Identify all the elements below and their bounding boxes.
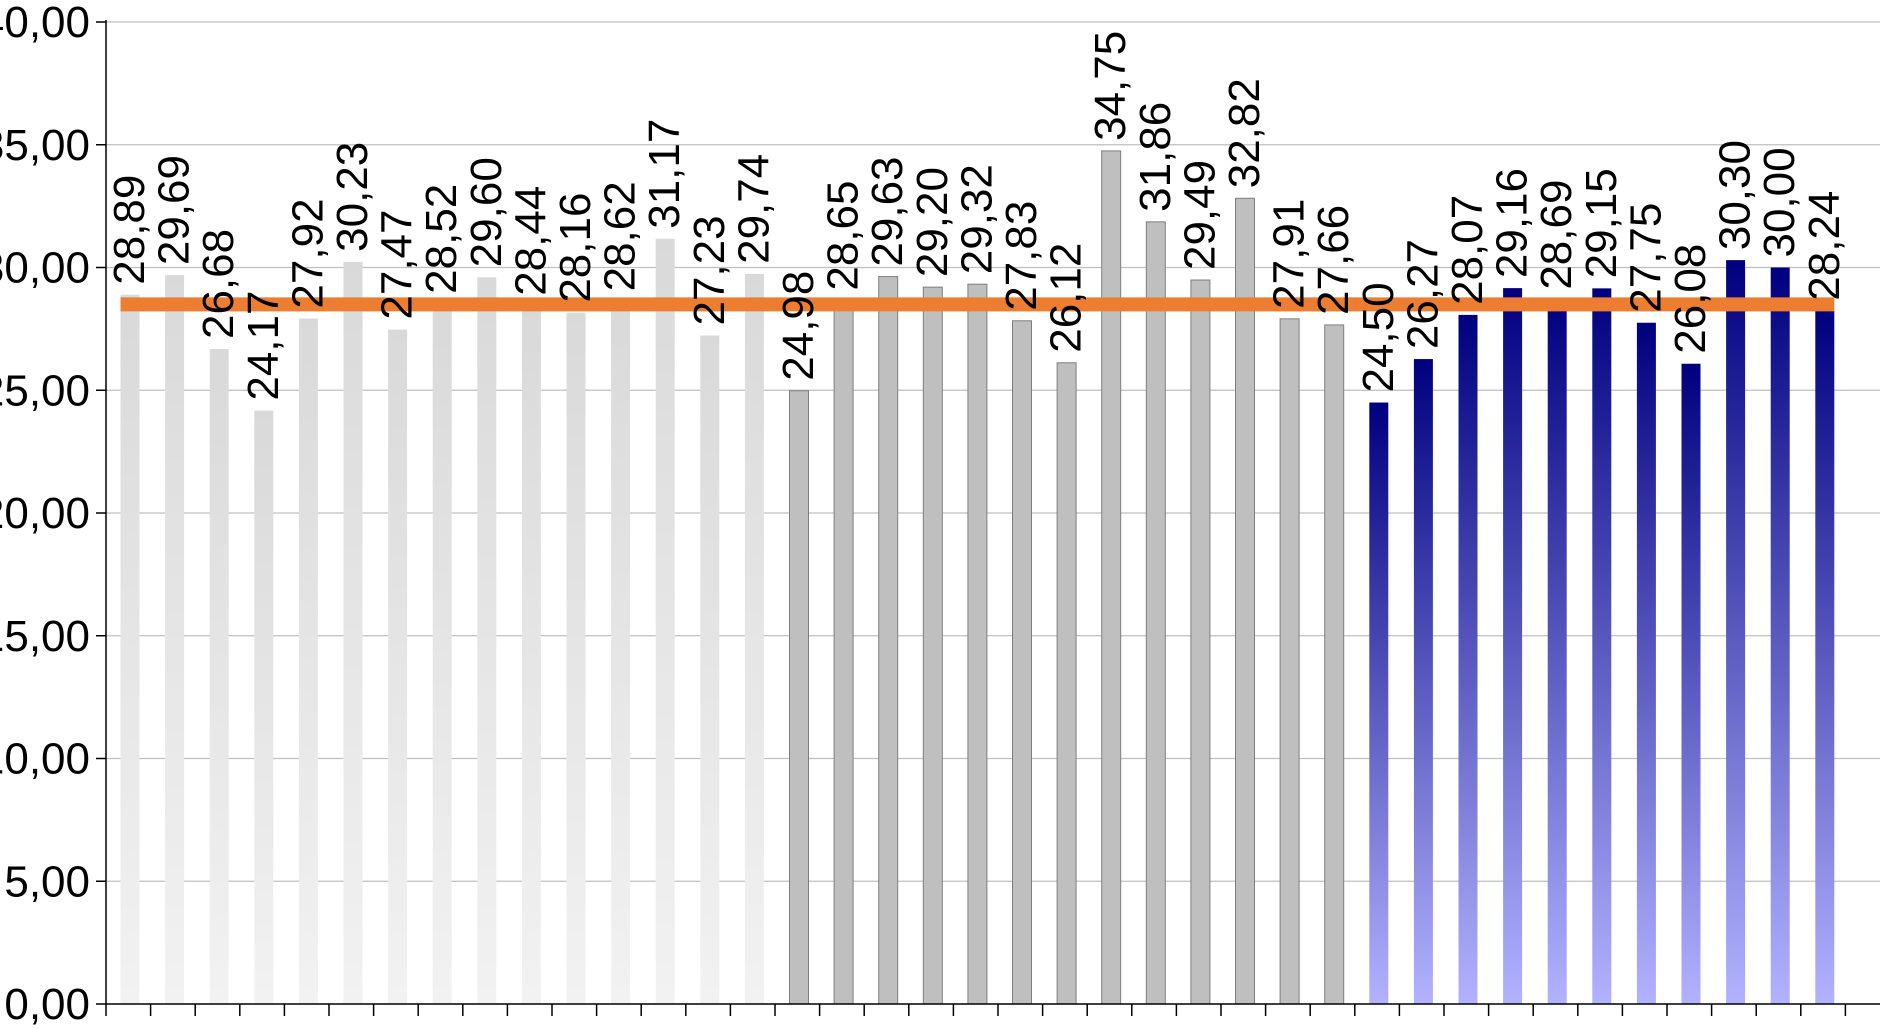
bar <box>1503 288 1522 1004</box>
data-label: 34,75 <box>1086 31 1135 141</box>
data-label: 28,24 <box>1800 191 1849 301</box>
bar <box>388 330 407 1004</box>
bar <box>1369 403 1388 1004</box>
data-label: 29,20 <box>908 167 957 277</box>
bar <box>433 304 452 1004</box>
y-tick-label: 20,00 <box>0 489 90 538</box>
bar <box>165 275 184 1004</box>
data-label: 26,68 <box>194 229 243 339</box>
bar <box>477 277 496 1004</box>
data-label: 31,86 <box>1131 102 1180 212</box>
data-label: 28,07 <box>1443 195 1492 305</box>
data-label: 28,44 <box>506 186 555 296</box>
data-label: 30,30 <box>1711 140 1760 250</box>
y-tick-label: 10,00 <box>0 735 90 784</box>
bar <box>1013 321 1032 1004</box>
y-tick-label: 30,00 <box>0 244 90 293</box>
data-label: 29,63 <box>863 156 912 266</box>
data-label: 30,23 <box>328 142 377 252</box>
bar <box>745 274 764 1004</box>
y-tick-label: 35,00 <box>0 121 90 170</box>
bar <box>611 301 630 1004</box>
data-label: 31,17 <box>640 119 689 229</box>
data-label: 28,89 <box>105 175 154 285</box>
data-label: 29,49 <box>1175 160 1224 270</box>
bar <box>1057 363 1076 1004</box>
data-label: 29,15 <box>1577 168 1626 278</box>
data-label: 29,74 <box>729 154 778 264</box>
bar <box>254 411 273 1004</box>
bar <box>1459 315 1478 1004</box>
bar <box>1726 260 1745 1004</box>
data-label: 28,62 <box>596 181 645 291</box>
data-label: 27,91 <box>1265 199 1314 309</box>
bar <box>1325 325 1344 1004</box>
bar <box>1592 288 1611 1004</box>
bar <box>656 239 675 1004</box>
bar <box>567 313 586 1004</box>
data-label: 28,65 <box>819 181 868 291</box>
bar <box>522 306 541 1004</box>
data-label: 29,69 <box>150 155 199 265</box>
bar <box>1280 319 1299 1004</box>
y-tick-label: 25,00 <box>0 366 90 415</box>
bar <box>1236 198 1255 1004</box>
bar <box>344 262 363 1004</box>
data-label: 32,82 <box>1220 78 1269 188</box>
bar <box>923 287 942 1004</box>
data-label: 27,66 <box>1309 205 1358 315</box>
y-tick-label: 0,00 <box>4 980 90 1029</box>
bar <box>968 284 987 1004</box>
data-label: 27,23 <box>685 215 734 325</box>
y-tick-label: 15,00 <box>0 612 90 661</box>
data-label: 27,75 <box>1621 203 1670 313</box>
bar <box>299 319 318 1004</box>
bar <box>1191 280 1210 1004</box>
bar <box>879 277 898 1004</box>
data-label: 24,98 <box>774 271 823 381</box>
data-label: 29,32 <box>952 164 1001 274</box>
bar <box>790 391 809 1004</box>
data-label: 27,83 <box>997 201 1046 311</box>
bar <box>700 336 719 1004</box>
data-label: 28,69 <box>1532 180 1581 290</box>
data-label: 28,52 <box>417 184 466 294</box>
data-label: 26,12 <box>1042 243 1091 353</box>
data-label: 27,47 <box>373 210 422 320</box>
bar <box>1414 359 1433 1004</box>
bar <box>1548 300 1567 1004</box>
bar <box>1771 268 1790 1005</box>
bar <box>1146 222 1165 1004</box>
bar <box>1815 311 1834 1004</box>
data-label: 24,50 <box>1354 282 1403 392</box>
data-label: 29,16 <box>1488 168 1537 278</box>
data-label: 28,16 <box>551 193 600 303</box>
bar <box>210 349 229 1004</box>
bar <box>1102 151 1121 1004</box>
data-label: 26,27 <box>1398 239 1447 349</box>
data-label: 27,92 <box>283 198 332 308</box>
bar <box>834 301 853 1004</box>
data-label: 30,00 <box>1755 147 1804 257</box>
y-tick-label: 40,00 <box>0 0 90 47</box>
y-tick-label: 5,00 <box>4 857 90 906</box>
bar <box>121 295 140 1004</box>
bar <box>1637 323 1656 1004</box>
data-label: 24,17 <box>239 291 288 401</box>
data-label: 26,08 <box>1666 244 1715 354</box>
bar <box>1682 364 1701 1004</box>
data-label: 29,60 <box>462 157 511 267</box>
